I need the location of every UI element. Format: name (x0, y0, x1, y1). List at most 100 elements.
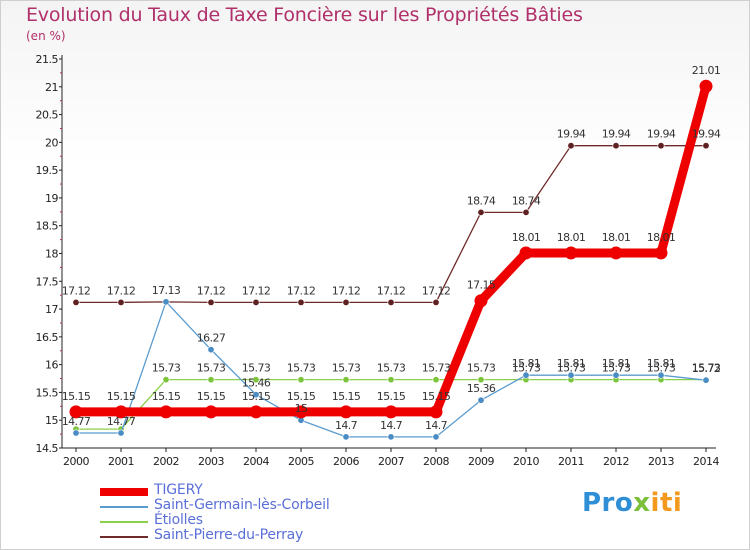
data-label-saint-pierre-du-perray: 17.12 (287, 284, 316, 297)
x-tick-label: 2003 (198, 455, 224, 468)
data-point-etiolles (207, 376, 215, 384)
data-label-tigery: 15.15 (242, 390, 271, 403)
data-label-saint-germain-les-corbeil: 14.7 (335, 419, 358, 432)
data-label-etiolles: 15.73 (602, 362, 631, 375)
data-point-saint-pierre-du-perray (477, 208, 485, 216)
x-tick-label: 2013 (648, 455, 674, 468)
data-label-saint-germain-les-corbeil: 15 (295, 402, 308, 415)
data-label-saint-germain-les-corbeil: 14.7 (425, 419, 448, 432)
data-label-etiolles: 15.73 (332, 362, 361, 375)
data-label-saint-pierre-du-perray: 19.94 (647, 128, 676, 141)
data-point-saint-pierre-du-perray (117, 298, 125, 306)
x-tick-label: 2012 (603, 455, 629, 468)
data-point-tigery (249, 405, 263, 419)
data-point-etiolles (432, 376, 440, 384)
data-label-saint-germain-les-corbeil: 15.36 (467, 382, 496, 395)
legend-label: Étiolles (154, 512, 203, 528)
data-point-etiolles (162, 376, 170, 384)
y-tick-label: 19.5 (36, 164, 59, 177)
data-label-saint-pierre-du-perray: 17.12 (107, 284, 136, 297)
data-point-tigery (339, 405, 353, 419)
data-label-saint-pierre-du-perray: 17.12 (422, 284, 451, 297)
data-label-tigery: 15.15 (377, 390, 406, 403)
data-point-tigery (699, 79, 713, 93)
data-label-saint-pierre-du-perray: 17.12 (332, 284, 361, 297)
data-label-etiolles: 15.73 (377, 362, 406, 375)
data-point-saint-pierre-du-perray (72, 298, 80, 306)
data-label-tigery: 18.01 (602, 231, 631, 244)
legend-swatch (100, 536, 148, 538)
data-point-saint-germain-les-corbeil (72, 429, 80, 437)
data-point-etiolles (477, 376, 485, 384)
x-tick-label: 2007 (378, 455, 404, 468)
legend-swatch (100, 506, 148, 508)
data-point-tigery (609, 246, 623, 260)
legend-swatch (100, 521, 148, 523)
y-tick-label: 20.5 (36, 109, 59, 122)
x-tick-label: 2002 (153, 455, 179, 468)
data-label-tigery: 15.15 (332, 390, 361, 403)
data-point-tigery (159, 405, 173, 419)
data-point-etiolles (342, 376, 350, 384)
data-label-saint-germain-les-corbeil: 14.77 (107, 415, 136, 428)
data-label-tigery: 18.01 (557, 231, 586, 244)
data-point-tigery (69, 405, 83, 419)
data-label-etiolles: 15.73 (647, 362, 676, 375)
data-point-tigery (114, 405, 128, 419)
data-label-saint-pierre-du-perray: 18.74 (512, 194, 541, 207)
data-point-saint-germain-les-corbeil (567, 371, 575, 379)
data-label-saint-germain-les-corbeil: 15.81 (557, 357, 586, 370)
data-label-etiolles: 15.73 (692, 362, 721, 375)
data-point-saint-germain-les-corbeil (522, 371, 530, 379)
unit-label: (en %) (26, 29, 66, 43)
data-point-saint-pierre-du-perray (657, 142, 665, 150)
data-label-saint-pierre-du-perray: 17.12 (197, 284, 226, 297)
data-point-tigery (204, 405, 218, 419)
data-label-etiolles: 15.73 (242, 362, 271, 375)
data-label-etiolles: 15.73 (197, 362, 226, 375)
legend-label: Saint-Pierre-du-Perray (154, 527, 304, 543)
data-point-saint-pierre-du-perray (612, 142, 620, 150)
data-label-saint-pierre-du-perray: 19.94 (557, 128, 586, 141)
data-label-tigery: 21.01 (692, 64, 721, 77)
data-label-etiolles: 15.73 (152, 362, 181, 375)
x-tick-label: 2011 (558, 455, 584, 468)
data-label-tigery: 18.01 (647, 231, 676, 244)
x-tick-label: 2000 (63, 455, 89, 468)
data-label-etiolles: 15.73 (287, 362, 316, 375)
y-tick-label: 16 (45, 359, 58, 372)
data-label-tigery: 15.15 (107, 390, 136, 403)
data-label-saint-germain-les-corbeil: 14.77 (62, 415, 91, 428)
x-tick-label: 2001 (108, 455, 134, 468)
data-point-saint-pierre-du-perray (297, 298, 305, 306)
data-label-saint-germain-les-corbeil: 15.72 (692, 362, 721, 375)
y-tick-label: 17 (45, 303, 58, 316)
data-label-saint-germain-les-corbeil: 15.81 (602, 357, 631, 370)
data-label-etiolles: 15.73 (422, 362, 451, 375)
data-point-saint-germain-les-corbeil (342, 433, 350, 441)
data-point-etiolles (252, 376, 260, 384)
data-label-etiolles: 15.73 (467, 362, 496, 375)
data-point-saint-pierre-du-perray (702, 142, 710, 150)
data-point-etiolles (387, 376, 395, 384)
data-point-saint-germain-les-corbeil (702, 376, 710, 384)
data-point-saint-germain-les-corbeil (252, 391, 260, 399)
data-label-saint-pierre-du-perray: 17.12 (62, 284, 91, 297)
data-label-tigery: 15.15 (197, 390, 226, 403)
chart-title: Evolution du Taux de Taxe Foncière sur l… (26, 4, 583, 26)
y-tick-label: 21.5 (36, 53, 59, 66)
proxiti-logo: Proxiti (582, 488, 683, 518)
y-tick-label: 21 (45, 81, 58, 94)
x-tick-label: 2004 (243, 455, 269, 468)
y-tick-label: 19 (45, 192, 58, 205)
legend-label: TIGERY (154, 482, 203, 498)
data-point-tigery (429, 405, 443, 419)
x-tick-label: 2014 (693, 455, 719, 468)
data-point-saint-pierre-du-perray (522, 208, 530, 216)
data-label-tigery: 17.15 (467, 279, 496, 292)
data-point-saint-germain-les-corbeil (432, 433, 440, 441)
data-point-saint-germain-les-corbeil (657, 371, 665, 379)
data-label-saint-pierre-du-perray: 19.94 (602, 128, 631, 141)
data-point-tigery (474, 294, 488, 308)
